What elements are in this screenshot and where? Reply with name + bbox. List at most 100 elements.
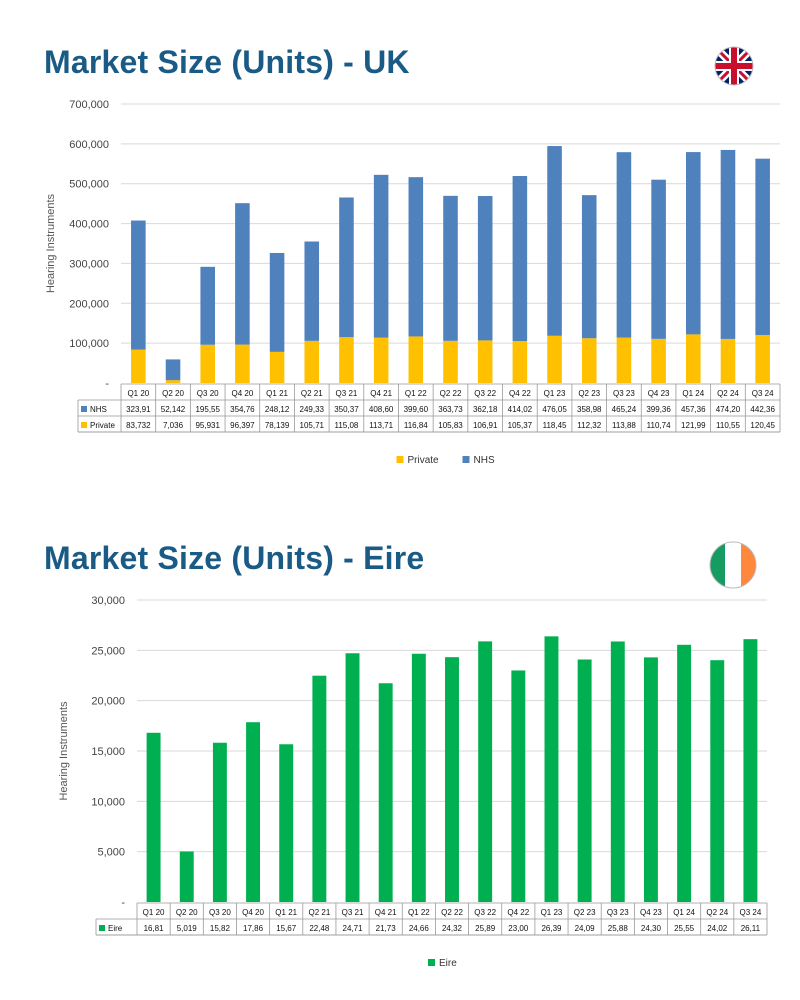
x-category-label: Q1 24 bbox=[673, 908, 695, 917]
data-label: 120,45 bbox=[750, 421, 775, 430]
eire-chart-title: Market Size (Units) - Eire bbox=[44, 540, 425, 576]
data-label: 358,98 bbox=[577, 405, 602, 414]
bar-private-q4-23 bbox=[651, 338, 666, 383]
bar-nhs-q3-21 bbox=[339, 197, 354, 338]
bar-nhs-q2-21 bbox=[304, 241, 320, 341]
x-category-label: Q3 20 bbox=[209, 908, 231, 917]
data-label: 110,55 bbox=[716, 421, 740, 430]
y-tick-label: - bbox=[105, 378, 109, 390]
y-tick-label: 600,000 bbox=[69, 139, 109, 151]
data-label: 96,397 bbox=[230, 421, 255, 430]
legend-label-nhs: NHS bbox=[474, 455, 495, 466]
x-category-label: Q1 22 bbox=[408, 908, 430, 917]
y-tick-label: 300,000 bbox=[69, 258, 109, 270]
data-label: 476,05 bbox=[542, 405, 567, 414]
data-label: 118,45 bbox=[543, 421, 567, 430]
bar-nhs-q1-23 bbox=[547, 146, 562, 336]
bar-eire-q3-21 bbox=[345, 653, 360, 902]
bar-nhs-q3-22 bbox=[477, 196, 493, 341]
table-legend-key bbox=[81, 422, 87, 428]
data-label: 26,11 bbox=[741, 924, 761, 933]
bar-private-q2-24 bbox=[720, 338, 736, 383]
data-label: 26,39 bbox=[541, 924, 562, 933]
data-label: 24,32 bbox=[442, 924, 463, 933]
data-label: 110,74 bbox=[647, 421, 671, 430]
y-tick-label: 100,000 bbox=[69, 338, 109, 350]
bar-private-q1-23 bbox=[547, 335, 562, 383]
table-legend-key bbox=[99, 925, 105, 931]
data-label: 24,66 bbox=[409, 924, 430, 933]
data-label: 474,20 bbox=[716, 405, 741, 414]
x-category-label: Q1 21 bbox=[275, 908, 297, 917]
x-category-label: Q2 22 bbox=[441, 908, 463, 917]
legend-key-nhs bbox=[462, 456, 470, 463]
x-category-label: Q1 20 bbox=[127, 389, 149, 398]
table-series-name: Eire bbox=[108, 924, 123, 933]
data-label: 248,12 bbox=[265, 405, 290, 414]
data-label: 350,37 bbox=[334, 405, 359, 414]
bar-private-q3-20 bbox=[200, 344, 215, 383]
data-label: 83,732 bbox=[126, 421, 151, 430]
data-label: 25,89 bbox=[475, 924, 496, 933]
bar-private-q1-21 bbox=[269, 351, 285, 383]
bar-private-q4-22 bbox=[512, 341, 528, 383]
data-label: 442,36 bbox=[750, 405, 775, 414]
legend-key-private bbox=[396, 456, 404, 463]
bar-private-q1-24 bbox=[686, 334, 701, 383]
x-category-label: Q4 23 bbox=[640, 908, 662, 917]
bar-private-q3-22 bbox=[477, 340, 493, 383]
data-label: 105,37 bbox=[508, 421, 533, 430]
x-category-label: Q3 20 bbox=[197, 389, 219, 398]
bar-nhs-q4-23 bbox=[651, 179, 666, 339]
y-tick-label: 25,000 bbox=[91, 645, 125, 657]
x-category-label: Q2 23 bbox=[578, 389, 600, 398]
y-tick-label: 30,000 bbox=[91, 595, 125, 607]
bar-private-q3-24 bbox=[755, 334, 770, 383]
x-category-label: Q2 20 bbox=[162, 389, 184, 398]
data-label: 408,60 bbox=[369, 405, 394, 414]
x-category-label: Q3 22 bbox=[474, 389, 496, 398]
data-label: 195,55 bbox=[195, 405, 220, 414]
x-category-label: Q1 23 bbox=[544, 389, 566, 398]
table-series-name: NHS bbox=[90, 405, 107, 414]
bar-nhs-q1-22 bbox=[408, 177, 424, 337]
legend-key-eire bbox=[428, 959, 435, 966]
y-tick-label: 500,000 bbox=[69, 179, 109, 191]
x-category-label: Q3 21 bbox=[342, 908, 364, 917]
y-tick-label: 5,000 bbox=[97, 847, 125, 859]
data-label: 323,91 bbox=[126, 405, 151, 414]
table-series-name: Private bbox=[90, 421, 115, 430]
bar-eire-q1-20 bbox=[146, 732, 161, 902]
x-category-label: Q2 24 bbox=[706, 908, 728, 917]
y-axis-label: Hearing Instruments bbox=[45, 193, 57, 293]
data-label: 24,30 bbox=[641, 924, 662, 933]
data-label: 399,60 bbox=[404, 405, 429, 414]
data-label: 115,08 bbox=[335, 421, 359, 430]
data-label: 457,36 bbox=[681, 405, 706, 414]
bar-eire-q4-20 bbox=[246, 722, 261, 902]
y-tick-label: 20,000 bbox=[91, 696, 125, 708]
bar-eire-q1-23 bbox=[544, 636, 559, 902]
bar-private-q2-20 bbox=[165, 380, 181, 383]
data-label: 105,71 bbox=[300, 421, 325, 430]
data-label: 21,73 bbox=[376, 924, 397, 933]
data-label: 95,931 bbox=[195, 421, 220, 430]
data-label: 24,09 bbox=[575, 924, 596, 933]
bar-eire-q2-24 bbox=[710, 660, 725, 902]
bar-nhs-q3-20 bbox=[200, 266, 215, 345]
bar-private-q2-22 bbox=[443, 340, 458, 383]
x-category-label: Q2 24 bbox=[717, 389, 739, 398]
data-label: 105,83 bbox=[438, 421, 463, 430]
data-label: 22,48 bbox=[309, 924, 330, 933]
bar-eire-q2-21 bbox=[312, 675, 327, 902]
bar-nhs-q2-22 bbox=[443, 195, 458, 341]
bar-private-q4-21 bbox=[373, 337, 389, 383]
data-label: 465,24 bbox=[612, 405, 637, 414]
uk-chart-title: Market Size (Units) - UK bbox=[44, 44, 410, 80]
x-category-label: Q1 24 bbox=[682, 389, 704, 398]
bar-nhs-q4-20 bbox=[235, 203, 250, 345]
data-label: 414,02 bbox=[508, 405, 533, 414]
ireland-flag-icon bbox=[709, 541, 757, 589]
data-label: 52,142 bbox=[161, 405, 186, 414]
y-tick-label: 400,000 bbox=[69, 219, 109, 231]
